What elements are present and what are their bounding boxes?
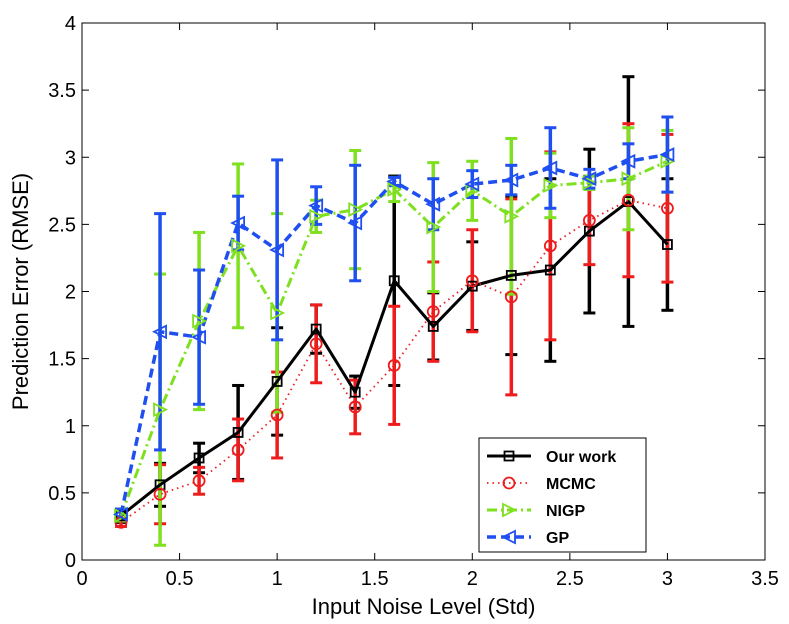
legend-label-nigp: NIGP (546, 503, 585, 520)
y-tick-label: 3 (65, 147, 76, 169)
data-point-mcmc (270, 408, 284, 422)
series-line-nigp (119, 159, 669, 517)
data-point-our-work (505, 269, 517, 281)
data-point-nigp (114, 508, 130, 524)
series-line-gp (119, 152, 668, 515)
data-point-mcmc (348, 400, 362, 414)
legend-marker-gp (500, 529, 516, 545)
data-point-our-work (232, 427, 244, 438)
data-point-nigp (348, 202, 364, 218)
legend-label-mcmc: MCMC (546, 476, 596, 493)
data-point-nigp (309, 208, 325, 224)
data-point-our-work (310, 323, 322, 335)
data-point-gp (386, 173, 402, 189)
data-point-gp (347, 215, 363, 231)
data-point-nigp (543, 177, 559, 193)
data-point-mcmc (192, 474, 206, 488)
data-point-nigp (582, 175, 598, 191)
data-point-mcmc (231, 443, 245, 457)
data-point-mcmc (426, 305, 440, 319)
data-point-gp (581, 171, 597, 187)
data-point-our-work (349, 386, 361, 398)
y-tick-label: 1.5 (48, 349, 76, 371)
data-point-nigp (387, 182, 403, 197)
legend-label-our-work: Our work (546, 449, 616, 466)
data-point-mcmc (622, 193, 635, 207)
data-point-gp (308, 198, 324, 214)
data-point-gp (269, 242, 285, 258)
legend: Our work MCMC NIGP GP (478, 437, 647, 553)
y-tick-label: 2 (65, 282, 76, 304)
series-markers (113, 147, 676, 529)
data-point-nigp (231, 238, 247, 254)
legend-marker-mcmc (502, 476, 516, 490)
legend-label-gp: GP (546, 530, 569, 547)
data-point-nigp (270, 305, 286, 321)
series-lines (119, 152, 669, 524)
data-point-our-work (271, 376, 283, 387)
data-point-gp (659, 147, 675, 163)
data-point-mcmc (387, 358, 401, 372)
plot-area (82, 23, 765, 560)
data-point-mcmc (543, 239, 557, 253)
data-point-gp (113, 506, 128, 522)
data-point-mcmc (661, 201, 674, 215)
y-tick-label: 1 (65, 416, 76, 438)
data-point-gp (542, 160, 558, 176)
x-tick-label: 0 (76, 568, 87, 590)
axis-ticks: 0 0.5 1 1.5 2 2.5 3 3.5 0 0.5 1 1.5 2 2.5 3 3.5 4 (48, 13, 779, 590)
y-tick-label: 4 (65, 13, 76, 35)
data-point-our-work (193, 452, 205, 464)
data-point-gp (503, 172, 519, 188)
x-tick-label: 2 (467, 568, 478, 590)
data-point-our-work (544, 264, 556, 276)
data-point-our-work (466, 280, 478, 292)
legend-marker-our-work (503, 450, 515, 462)
series-line-our-work (120, 200, 669, 517)
data-point-mcmc (309, 337, 323, 351)
data-point-gp (230, 215, 246, 231)
data-point-nigp (621, 171, 637, 187)
y-tick-label: 2.5 (48, 214, 76, 236)
y-axis-label: Prediction Error (RMSE) (8, 173, 33, 410)
data-point-gp (152, 324, 167, 340)
data-point-mcmc (153, 487, 167, 501)
y-tick-label: 0.5 (48, 483, 76, 505)
x-tick-label: 3.5 (751, 568, 779, 590)
data-point-gp (620, 153, 636, 169)
y-tick-label: 0 (65, 550, 76, 572)
data-point-our-work (427, 321, 439, 332)
legend-marker-nigp (502, 502, 518, 518)
data-point-mcmc (504, 290, 518, 304)
x-tick-label: 0.5 (166, 568, 194, 590)
data-point-nigp (426, 219, 442, 235)
data-point-our-work (388, 275, 400, 287)
x-tick-label: 1 (272, 568, 283, 590)
data-point-gp (191, 329, 206, 345)
data-point-gp (425, 196, 441, 212)
data-point-mcmc (582, 213, 596, 227)
x-tick-label: 2.5 (556, 568, 584, 590)
x-axis-label: Input Noise Level (Std) (312, 594, 536, 619)
data-point-nigp (153, 402, 169, 418)
data-point-mcmc (465, 274, 479, 288)
x-tick-label: 1.5 (361, 568, 389, 590)
y-tick-label: 3.5 (48, 80, 76, 102)
data-point-our-work (662, 239, 673, 250)
x-tick-label: 3 (662, 568, 673, 590)
data-point-nigp (192, 313, 208, 329)
data-point-gp (464, 176, 480, 192)
data-point-nigp (504, 208, 520, 224)
